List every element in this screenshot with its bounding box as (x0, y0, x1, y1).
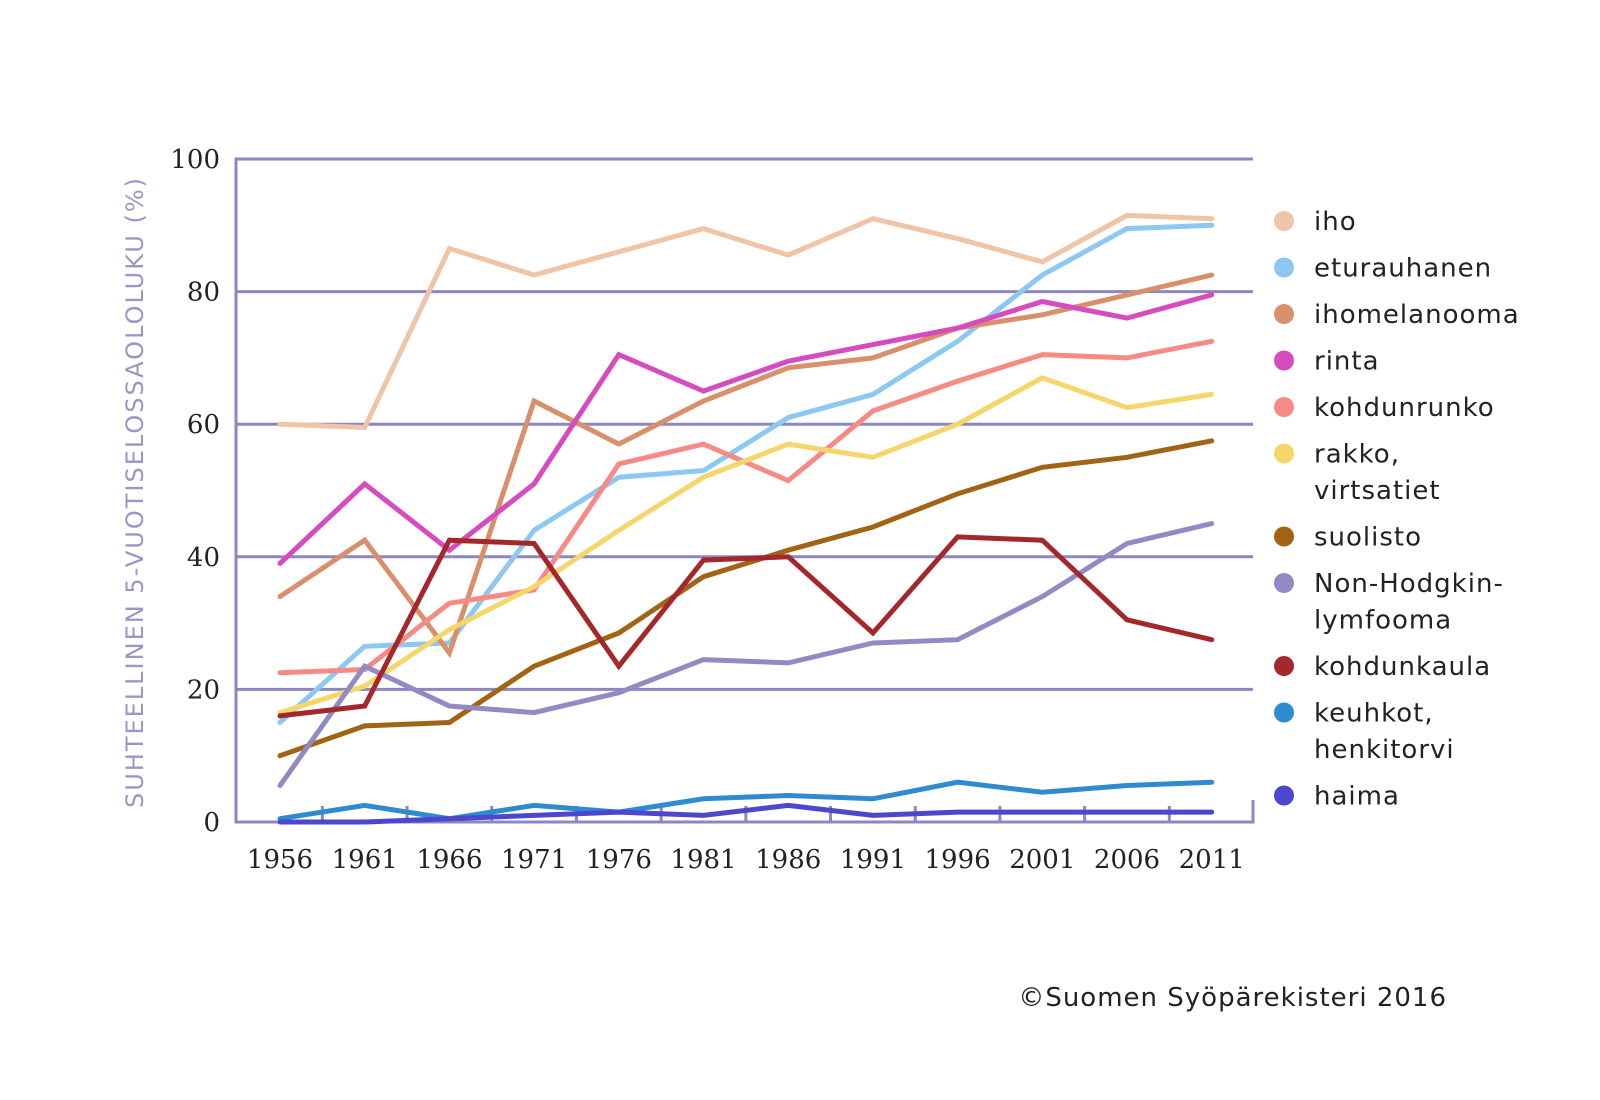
series-line-eturauhanen (277, 222, 1215, 725)
legend-label: kohdunrunko (1314, 393, 1495, 423)
legend-marker (1274, 350, 1294, 371)
y-tick-label: 20 (187, 675, 220, 705)
series-line-rinta (277, 292, 1215, 566)
legend-item: kohdunrunko (1274, 393, 1495, 423)
legend-marker (1274, 443, 1294, 464)
x-tick-label: 1956 (247, 845, 313, 875)
legend-item: eturauhanen (1274, 254, 1492, 284)
legend-label: haima (1314, 782, 1400, 812)
legend-marker (1274, 702, 1294, 723)
y-tick-label: 60 (187, 410, 220, 440)
legend-item: iho (1274, 207, 1357, 237)
legend-label: rinta (1314, 347, 1380, 377)
x-tick-label: 1976 (586, 845, 652, 875)
legend-item: kohdunkaula (1274, 652, 1491, 682)
legend-item: Non-Hodgkin-lymfooma (1274, 569, 1504, 636)
y-tick-label: 80 (187, 278, 220, 308)
legend-label: suolisto (1314, 523, 1422, 553)
x-tick-label: 1986 (755, 845, 821, 875)
series-line-ihomelanooma (277, 272, 1215, 659)
legend-marker (1274, 656, 1294, 676)
series-line-kohdunkaula (277, 534, 1215, 719)
legend-label: lymfooma (1314, 606, 1452, 636)
series-line-rakko-virtsatiet (277, 375, 1215, 716)
y-tick-labels: 0 20 40 60 80 100 (170, 145, 220, 838)
series-line-kohdunrunko (277, 338, 1215, 676)
series-line-keuhkot-henkitorvi (277, 779, 1215, 822)
copyright-text: ©Suomen Syöpärekisteri 2016 (1018, 983, 1447, 1013)
x-tick-label: 1981 (670, 845, 736, 875)
series-line-suolisto (277, 438, 1215, 759)
legend-label: keuhkot, (1314, 699, 1434, 729)
x-tick-labels: 1956 1961 1966 1971 1976 1981 1986 1991 1996 2001… (247, 845, 1245, 875)
legend-label: virtsatiet (1314, 476, 1441, 506)
legend-label: iho (1314, 207, 1357, 237)
legend-item: rinta (1274, 347, 1380, 377)
legend-item: rakko, virtsatiet (1274, 440, 1441, 506)
gridlines (236, 157, 1253, 691)
legend-item: ihomelanooma (1274, 300, 1520, 330)
y-tick-label: 40 (187, 543, 220, 573)
legend-marker (1274, 304, 1294, 324)
x-tick-label: 1991 (840, 845, 906, 875)
legend-label: eturauhanen (1314, 254, 1492, 284)
x-tick-label: 2011 (1179, 845, 1245, 875)
legend-item: suolisto (1274, 523, 1422, 553)
x-tick-label: 1971 (501, 845, 567, 875)
legend: iho eturauhanen ihomelanooma rinta kohdunrun… (1274, 207, 1520, 812)
legend-label: henkitorvi (1314, 735, 1455, 765)
legend-item: haima (1274, 782, 1400, 812)
legend-marker (1274, 211, 1294, 231)
series-line-non-hodgkin-lymfooma (277, 521, 1215, 788)
x-tick-label: 2006 (1094, 845, 1160, 875)
legend-marker (1274, 526, 1294, 547)
x-tick-label: 1996 (925, 845, 991, 875)
y-axis-label: SUHTEELLINEN 5-VUOTISELOSSAOLOLUKU (%) (121, 176, 149, 808)
y-tick-label: 100 (170, 145, 220, 175)
legend-marker (1274, 397, 1294, 417)
series-lines (277, 212, 1215, 825)
x-tick-label: 1966 (416, 845, 482, 875)
x-tick-label: 2001 (1009, 845, 1075, 875)
legend-marker (1274, 785, 1294, 806)
legend-label: rakko, (1314, 440, 1400, 470)
legend-label: kohdunkaula (1314, 652, 1491, 682)
y-tick-label: 0 (203, 808, 220, 838)
legend-label: Non-Hodgkin- (1314, 569, 1504, 599)
series-line-iho (277, 212, 1215, 431)
legend-marker (1274, 257, 1294, 278)
legend-label: ihomelanooma (1314, 300, 1520, 330)
legend-item: keuhkot, henkitorvi (1274, 699, 1455, 765)
series-line-haima (277, 802, 1215, 825)
legend-marker (1274, 573, 1294, 593)
x-tick-label: 1961 (332, 845, 398, 875)
